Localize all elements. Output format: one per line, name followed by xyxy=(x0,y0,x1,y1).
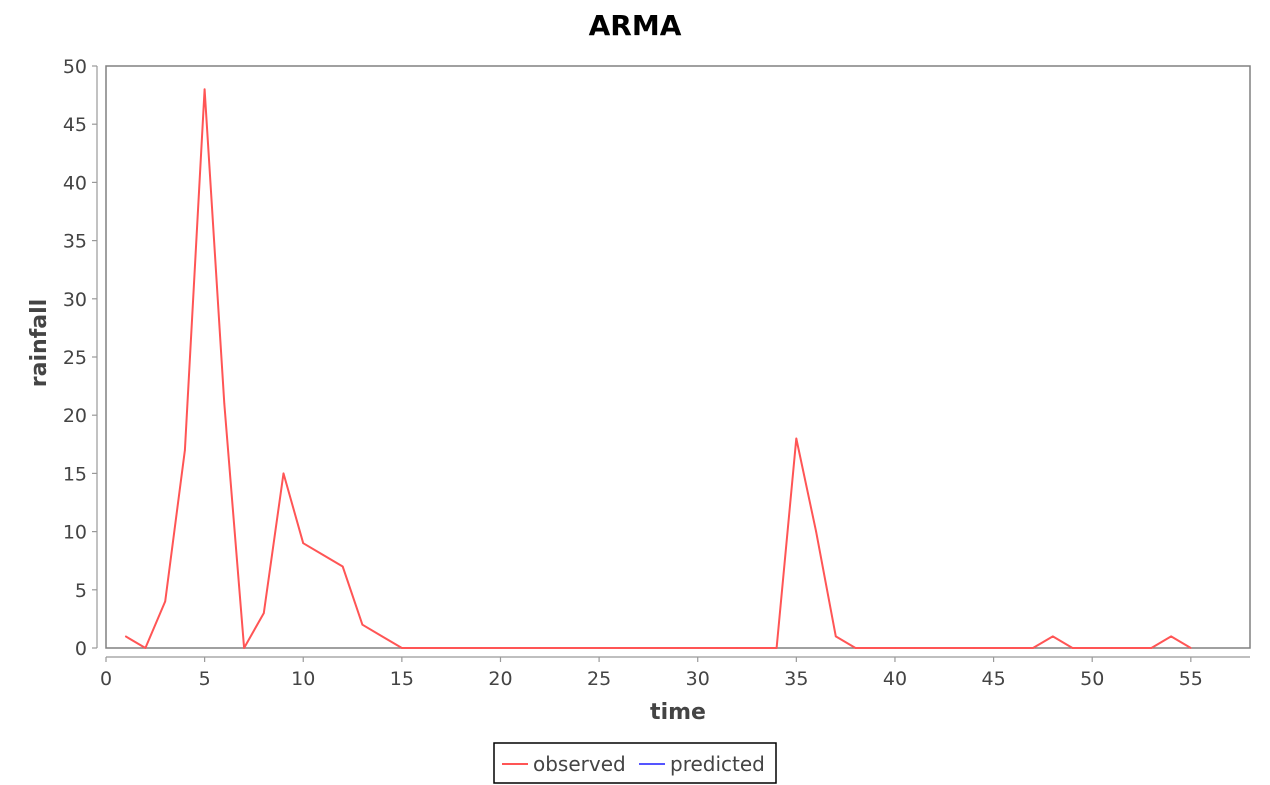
data-point-observed xyxy=(756,647,758,649)
data-point-observed xyxy=(618,647,620,649)
x-tick-label: 0 xyxy=(100,668,112,690)
x-tick-label: 20 xyxy=(488,668,512,690)
data-point-observed xyxy=(894,647,896,649)
data-point-observed xyxy=(124,635,127,638)
data-point-observed xyxy=(736,647,738,649)
y-tick-label: 25 xyxy=(63,347,87,369)
x-axis-label: time xyxy=(650,700,706,725)
y-tick-label: 40 xyxy=(63,172,87,194)
data-point-observed xyxy=(716,647,719,649)
data-point-observed xyxy=(1051,635,1054,638)
data-point-observed xyxy=(775,647,778,649)
y-tick-label: 45 xyxy=(63,114,87,136)
data-point-observed xyxy=(795,437,798,440)
data-point-observed xyxy=(164,600,166,603)
data-point-observed xyxy=(696,647,699,649)
data-point-observed xyxy=(1170,635,1172,638)
data-point-observed xyxy=(953,647,955,649)
legend-label-observed: observed xyxy=(533,752,626,776)
data-point-observed xyxy=(223,402,226,405)
plot-area xyxy=(105,65,1251,649)
x-tick-label: 55 xyxy=(1179,668,1203,690)
data-point-observed xyxy=(539,647,541,649)
data-point-observed xyxy=(262,612,265,614)
x-tick-label: 40 xyxy=(883,668,907,690)
y-tick-label: 10 xyxy=(63,522,87,544)
x-tick-label: 10 xyxy=(291,668,315,690)
data-point-observed xyxy=(973,647,975,649)
data-point-observed xyxy=(144,647,147,649)
data-point-observed xyxy=(519,647,522,649)
data-point-observed xyxy=(637,647,640,649)
data-point-observed xyxy=(322,554,324,556)
data-point-observed xyxy=(815,530,817,533)
data-point-observed xyxy=(440,647,443,649)
data-point-observed xyxy=(1091,647,1094,649)
data-point-observed xyxy=(1111,647,1113,649)
y-tick-label: 0 xyxy=(75,638,87,660)
y-tick-label: 20 xyxy=(63,405,87,427)
data-point-observed xyxy=(834,635,837,638)
data-point-observed xyxy=(479,647,482,649)
data-point-observed xyxy=(933,647,936,649)
data-point-observed xyxy=(203,88,206,91)
data-point-observed xyxy=(184,449,186,451)
data-point-observed xyxy=(578,647,581,649)
series-layer xyxy=(124,88,1192,649)
y-tick-label: 30 xyxy=(63,289,87,311)
data-point-observed xyxy=(677,647,679,649)
chart-title: ARMA xyxy=(589,9,682,42)
x-tick-label: 25 xyxy=(587,668,611,690)
data-point-observed xyxy=(992,647,995,649)
legend-box xyxy=(493,742,777,784)
x-tick-label: 30 xyxy=(686,668,710,690)
data-point-observed xyxy=(1032,647,1034,649)
y-axis-label: rainfall xyxy=(27,299,52,387)
data-point-observed xyxy=(558,647,561,649)
x-tick-label: 45 xyxy=(981,668,1005,690)
legend: observed predicted xyxy=(493,742,777,784)
data-point-observed xyxy=(243,647,245,649)
data-point-observed xyxy=(1190,647,1192,649)
data-point-observed xyxy=(874,647,877,649)
data-point-observed xyxy=(460,647,462,649)
data-point-observed xyxy=(913,647,916,649)
data-point-observed xyxy=(1130,647,1133,649)
x-tick-label: 15 xyxy=(390,668,414,690)
data-point-observed xyxy=(598,647,600,649)
data-point-observed xyxy=(361,623,364,626)
data-point-observed xyxy=(1150,647,1153,649)
legend-label-predicted: predicted xyxy=(670,752,765,776)
data-point-observed xyxy=(341,565,344,568)
data-point-observed xyxy=(657,647,660,649)
data-point-observed xyxy=(854,647,857,649)
data-point-observed xyxy=(401,647,403,649)
data-point-observed xyxy=(1071,647,1074,649)
data-point-observed xyxy=(1012,647,1015,649)
y-tick-label: 50 xyxy=(63,56,87,78)
y-tick-label: 5 xyxy=(75,580,87,602)
x-axis: 0 5 10 15 20 25 30 35 40 45 50 55 xyxy=(100,656,1250,690)
data-point-observed xyxy=(499,647,502,649)
data-point-observed xyxy=(381,635,383,638)
x-tick-label: 5 xyxy=(199,668,211,690)
x-tick-label: 50 xyxy=(1080,668,1104,690)
y-tick-label: 35 xyxy=(63,231,87,253)
y-axis: 0 5 10 15 20 25 30 35 40 45 50 xyxy=(63,56,98,660)
data-point-observed xyxy=(302,542,305,545)
y-tick-label: 15 xyxy=(63,463,87,485)
data-point-observed xyxy=(420,647,423,649)
data-point-observed xyxy=(282,472,285,475)
x-tick-label: 35 xyxy=(784,668,808,690)
